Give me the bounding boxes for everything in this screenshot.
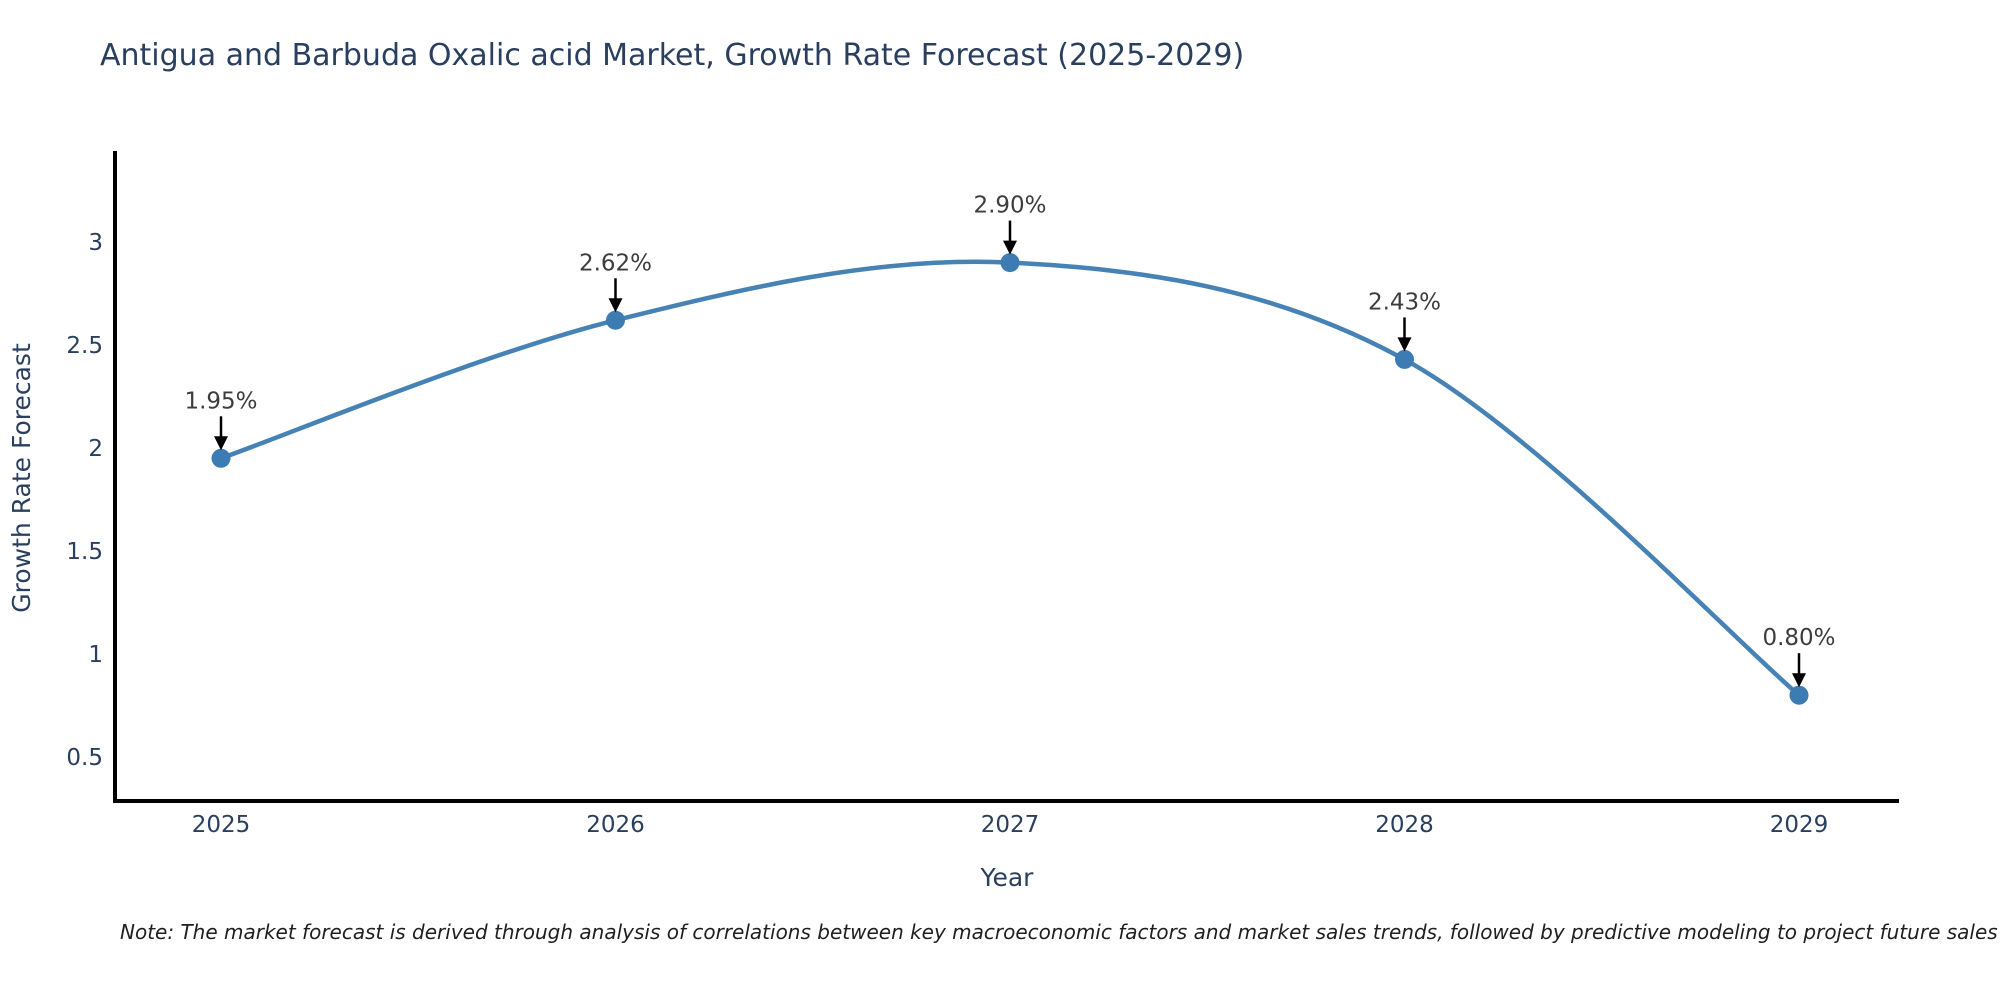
y-tick-label: 3: [88, 230, 103, 256]
x-tick-label: 2027: [981, 812, 1040, 838]
data-point-marker[interactable]: [1395, 349, 1414, 369]
annotation-arrow-head-icon: [1397, 337, 1412, 352]
annotation-label: 2.90%: [973, 193, 1046, 219]
chart-plot-area: 0.5 1 1.5 2 2.5 3 2025 2026 2027 2028 2029 1.95% 2.6…: [66, 193, 1835, 838]
data-point-marker[interactable]: [1000, 253, 1020, 273]
y-tick-label: 0.5: [66, 745, 103, 771]
annotation-label: 2.43%: [1368, 289, 1441, 315]
series-line: [218, 259, 1802, 698]
y-tick-label: 2: [88, 436, 103, 462]
x-tick-label: 2025: [192, 812, 251, 838]
data-point-marker[interactable]: [1789, 685, 1809, 705]
y-tick-label: 1.5: [66, 539, 103, 565]
x-tick-label: 2026: [586, 812, 645, 838]
annotation-arrow-head-icon: [1003, 240, 1017, 255]
x-axis-title: Year: [980, 863, 1035, 892]
annotation-arrow-head-icon: [1792, 673, 1806, 688]
y-tick-label: 1: [88, 642, 103, 668]
annotation-arrow-head-icon: [214, 436, 228, 451]
data-point-marker[interactable]: [606, 310, 625, 330]
data-point-marker[interactable]: [211, 448, 231, 468]
annotation-label: 2.62%: [579, 250, 652, 276]
annotation-label: 1.95%: [184, 388, 257, 414]
y-axis-title: Growth Rate Forecast: [7, 343, 36, 613]
y-tick-label: 2.5: [66, 333, 103, 359]
chart-note: Note: The market forecast is derived thr…: [120, 920, 1998, 944]
chart-title: Antigua and Barbuda Oxalic acid Market, …: [100, 38, 1245, 73]
annotation-label: 0.80%: [1762, 625, 1835, 651]
annotation-arrow-head-icon: [608, 298, 623, 313]
x-tick-label: 2029: [1770, 812, 1829, 838]
x-tick-label: 2028: [1375, 812, 1434, 838]
